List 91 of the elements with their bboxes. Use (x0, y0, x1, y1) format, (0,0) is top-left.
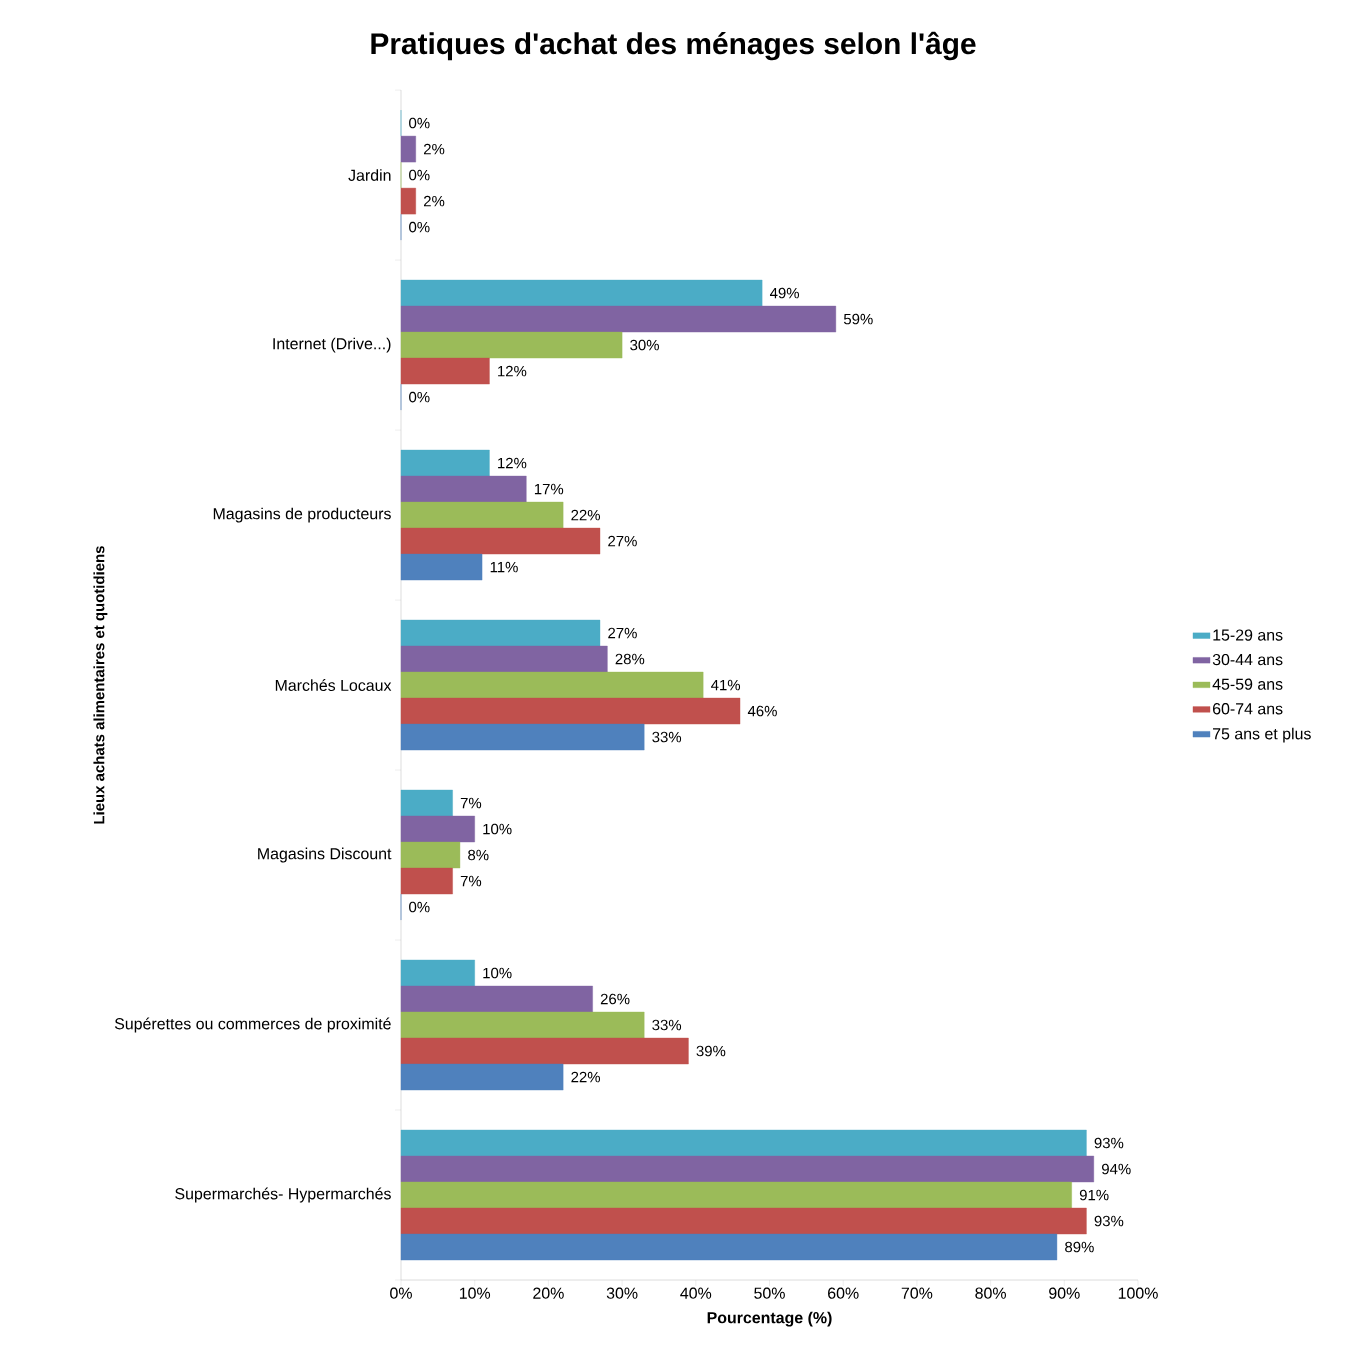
data-label: 49% (769, 287, 800, 299)
y-tick-label: Marchés Locaux (275, 679, 392, 691)
data-label: 93% (1094, 1215, 1124, 1227)
bar (400, 1207, 1087, 1235)
bar (400, 1233, 1058, 1261)
x-tick-label: 40% (680, 1287, 712, 1299)
x-tick-label: 100% (1118, 1287, 1158, 1299)
legend-label: 45-59 ans (1212, 678, 1283, 690)
legend-label: 60-74 ans (1213, 703, 1283, 715)
data-label: 94% (1102, 1163, 1131, 1175)
bar (400, 357, 490, 385)
bar (400, 789, 453, 817)
bar (400, 279, 763, 307)
x-tick-label: 10% (459, 1287, 491, 1299)
data-label: 59% (843, 313, 873, 325)
data-label: 33% (652, 1019, 682, 1031)
legend-label: 75 ans et plus (1213, 727, 1311, 743)
bar (400, 1037, 689, 1065)
data-label: 12% (498, 365, 527, 377)
bar (400, 331, 623, 359)
bar (400, 501, 564, 529)
data-label: 0% (409, 169, 430, 181)
data-label: 46% (747, 705, 777, 717)
data-label: 0% (409, 901, 430, 913)
y-tick-label: Magasins Discount (258, 847, 392, 863)
bar (400, 1011, 645, 1039)
bar (400, 959, 475, 987)
y-tick-label: Supérettes ou commerces de proximité (114, 1017, 391, 1033)
data-label: 91% (1079, 1189, 1109, 1201)
y-axis-title: Lieux achats alimentaires et quotidiens (93, 546, 108, 824)
bar (400, 1181, 1072, 1209)
data-label: 26% (600, 993, 630, 1005)
x-tick-label: 70% (901, 1287, 933, 1299)
data-label: 10% (483, 967, 512, 979)
data-label: 2% (424, 143, 445, 155)
data-label: 8% (468, 849, 489, 861)
bar (400, 1129, 1087, 1157)
bar (400, 135, 416, 163)
data-label: 28% (615, 653, 645, 665)
data-label: 93% (1094, 1137, 1124, 1149)
chart-title: Pratiques d'achat des ménages selon l'âge (371, 31, 976, 61)
bar (400, 815, 475, 843)
bar (400, 1063, 564, 1091)
legend-label: 30-44 ans (1212, 653, 1283, 666)
y-tick-label: Internet (Drive...) (273, 337, 391, 353)
bar (400, 187, 416, 215)
data-label: 22% (571, 1071, 601, 1083)
data-label: 41% (711, 679, 741, 691)
x-tick-label: 30% (606, 1287, 638, 1299)
data-label: 0% (409, 117, 430, 129)
data-label: 17% (534, 483, 564, 495)
data-label: 39% (696, 1045, 726, 1057)
x-axis-title: Pourcentage (%) (707, 1311, 832, 1327)
data-label: 7% (460, 797, 482, 809)
bar (400, 723, 645, 751)
data-label: 22% (571, 509, 601, 521)
x-tick-label: 0% (390, 1287, 412, 1299)
y-tick-label: Jardin (348, 169, 391, 181)
bar (400, 867, 453, 895)
legend-label: 15-29 ans (1213, 629, 1283, 641)
bar (400, 305, 837, 333)
data-label: 27% (608, 627, 637, 639)
bar (400, 449, 490, 477)
data-label: 10% (483, 823, 512, 835)
bar (400, 527, 601, 555)
bar (400, 475, 527, 503)
data-label: 11% (490, 561, 518, 573)
x-tick-label: 80% (975, 1287, 1006, 1299)
data-label: 89% (1065, 1241, 1094, 1253)
bar (400, 1155, 1094, 1183)
x-tick-label: 60% (828, 1287, 859, 1299)
data-label: 27% (608, 535, 637, 547)
x-tick-label: 20% (533, 1287, 564, 1299)
data-label: 33% (652, 731, 682, 743)
bar (400, 671, 704, 699)
bar (400, 697, 741, 725)
y-tick-label: Magasins de producteurs (213, 507, 391, 523)
x-tick-label: 90% (1049, 1287, 1080, 1299)
bar (400, 553, 483, 581)
data-label: 30% (630, 339, 659, 351)
data-label: 2% (424, 195, 445, 207)
y-tick-label: Supermarchés- Hypermarchés (175, 1187, 391, 1203)
bar (400, 841, 461, 869)
data-label: 0% (409, 391, 430, 403)
data-label: 12% (498, 457, 527, 469)
x-tick-label: 50% (754, 1287, 785, 1299)
data-label: 7% (460, 875, 482, 887)
bar (400, 985, 593, 1013)
bar (400, 645, 608, 673)
data-label: 0% (409, 221, 430, 233)
bar (400, 619, 601, 647)
